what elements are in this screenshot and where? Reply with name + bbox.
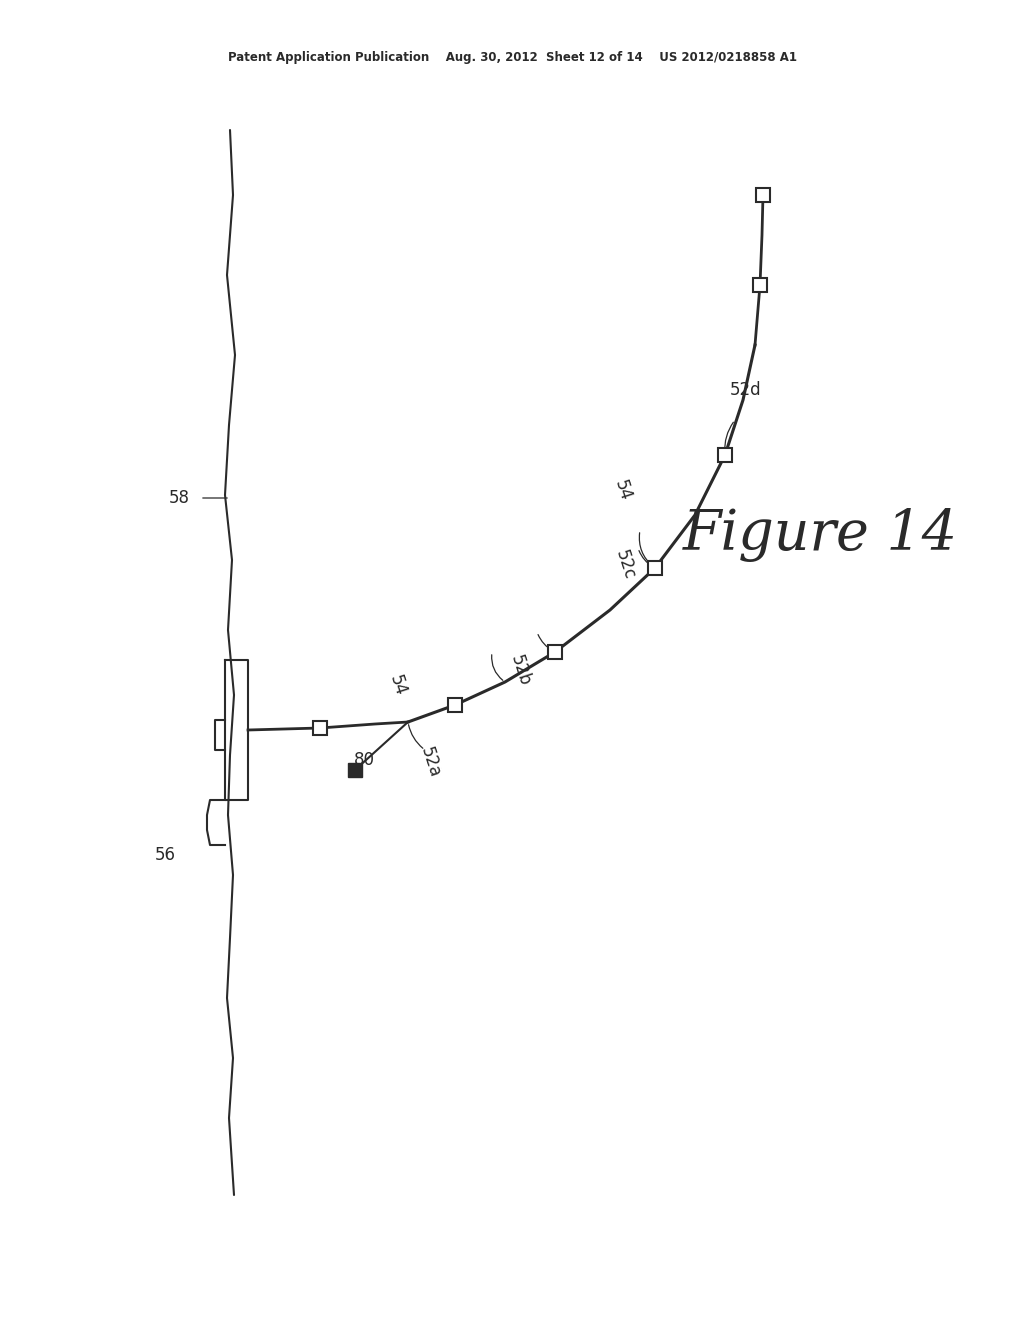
Bar <box>753 279 767 292</box>
Text: 52d: 52d <box>730 381 762 399</box>
Text: Figure 14: Figure 14 <box>683 508 957 562</box>
Text: 80: 80 <box>354 751 375 770</box>
Bar <box>348 763 362 777</box>
Text: 52b: 52b <box>507 652 534 688</box>
Text: 58: 58 <box>169 488 190 507</box>
Text: Patent Application Publication    Aug. 30, 2012  Sheet 12 of 14    US 2012/02188: Patent Application Publication Aug. 30, … <box>227 51 797 65</box>
Text: 54: 54 <box>386 672 410 698</box>
Text: 52a: 52a <box>417 744 443 780</box>
Bar <box>648 561 662 576</box>
Text: 56: 56 <box>155 846 175 865</box>
Bar <box>718 447 732 462</box>
Text: 54: 54 <box>611 478 635 503</box>
Text: 52c: 52c <box>611 548 638 582</box>
Bar <box>548 645 562 659</box>
Bar <box>313 721 327 735</box>
Bar <box>449 698 462 711</box>
Bar <box>756 187 770 202</box>
